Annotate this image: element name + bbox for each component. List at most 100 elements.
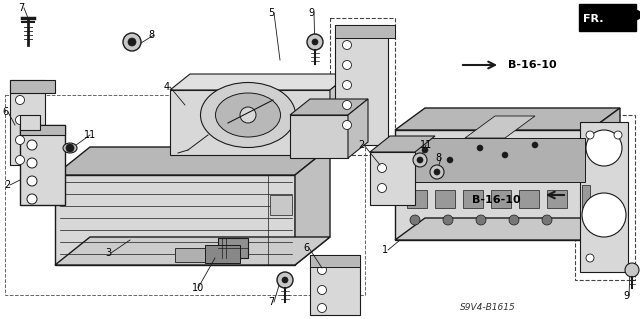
Polygon shape bbox=[395, 108, 620, 130]
Circle shape bbox=[27, 194, 37, 204]
Polygon shape bbox=[270, 195, 292, 215]
Polygon shape bbox=[218, 238, 248, 258]
Circle shape bbox=[282, 277, 288, 283]
Circle shape bbox=[625, 263, 639, 277]
Circle shape bbox=[15, 136, 24, 145]
Polygon shape bbox=[170, 74, 350, 90]
Circle shape bbox=[586, 254, 594, 262]
Polygon shape bbox=[395, 218, 620, 240]
Text: B-16-10: B-16-10 bbox=[472, 195, 520, 205]
Circle shape bbox=[27, 140, 37, 150]
Circle shape bbox=[447, 157, 453, 163]
Text: 9: 9 bbox=[308, 8, 314, 18]
Polygon shape bbox=[55, 147, 330, 175]
Polygon shape bbox=[370, 152, 415, 205]
Text: 2: 2 bbox=[358, 140, 364, 150]
Circle shape bbox=[582, 193, 626, 237]
Circle shape bbox=[15, 95, 24, 105]
Circle shape bbox=[586, 131, 594, 139]
Polygon shape bbox=[10, 80, 45, 165]
Circle shape bbox=[317, 265, 326, 275]
Circle shape bbox=[586, 130, 622, 166]
Text: 5: 5 bbox=[268, 8, 275, 18]
Polygon shape bbox=[435, 190, 455, 208]
Polygon shape bbox=[348, 99, 368, 158]
Polygon shape bbox=[55, 237, 330, 265]
Circle shape bbox=[27, 176, 37, 186]
Polygon shape bbox=[580, 122, 628, 272]
Polygon shape bbox=[205, 245, 240, 263]
Text: 7: 7 bbox=[268, 297, 275, 307]
Circle shape bbox=[317, 303, 326, 313]
Polygon shape bbox=[370, 136, 435, 152]
Text: 2: 2 bbox=[4, 180, 10, 190]
Polygon shape bbox=[582, 185, 590, 220]
Text: 1: 1 bbox=[382, 245, 388, 255]
Polygon shape bbox=[20, 125, 65, 205]
Polygon shape bbox=[170, 90, 330, 155]
Polygon shape bbox=[10, 80, 55, 93]
Polygon shape bbox=[290, 99, 368, 115]
Text: S9V4-B1615: S9V4-B1615 bbox=[460, 303, 516, 313]
Circle shape bbox=[307, 34, 323, 50]
Text: 6: 6 bbox=[303, 243, 309, 253]
Polygon shape bbox=[335, 25, 395, 38]
Polygon shape bbox=[590, 108, 620, 240]
Text: 11: 11 bbox=[420, 140, 432, 150]
Circle shape bbox=[342, 121, 351, 130]
Circle shape bbox=[434, 169, 440, 175]
Circle shape bbox=[413, 153, 427, 167]
Circle shape bbox=[430, 165, 444, 179]
Polygon shape bbox=[175, 248, 230, 262]
Text: 8: 8 bbox=[148, 30, 154, 40]
Text: B-16-10: B-16-10 bbox=[508, 60, 557, 70]
Text: 4: 4 bbox=[164, 82, 170, 92]
Polygon shape bbox=[330, 74, 350, 155]
Circle shape bbox=[422, 147, 428, 153]
Ellipse shape bbox=[200, 83, 296, 147]
Circle shape bbox=[277, 272, 293, 288]
Circle shape bbox=[378, 183, 387, 192]
Circle shape bbox=[66, 144, 74, 152]
Polygon shape bbox=[400, 138, 585, 182]
Circle shape bbox=[410, 215, 420, 225]
Polygon shape bbox=[465, 116, 535, 138]
Circle shape bbox=[342, 80, 351, 90]
Polygon shape bbox=[290, 115, 348, 158]
Circle shape bbox=[317, 286, 326, 294]
Circle shape bbox=[509, 215, 519, 225]
FancyBboxPatch shape bbox=[579, 4, 636, 31]
Polygon shape bbox=[310, 255, 360, 267]
Polygon shape bbox=[20, 125, 65, 135]
Polygon shape bbox=[310, 255, 360, 315]
Polygon shape bbox=[55, 175, 295, 265]
Circle shape bbox=[477, 145, 483, 151]
Circle shape bbox=[342, 61, 351, 70]
Circle shape bbox=[443, 215, 453, 225]
Text: 8: 8 bbox=[435, 153, 441, 163]
Polygon shape bbox=[519, 190, 539, 208]
Polygon shape bbox=[547, 190, 567, 208]
Polygon shape bbox=[407, 190, 427, 208]
Circle shape bbox=[123, 33, 141, 51]
Circle shape bbox=[532, 142, 538, 148]
Circle shape bbox=[614, 131, 622, 139]
Ellipse shape bbox=[216, 93, 280, 137]
Circle shape bbox=[240, 107, 256, 123]
Ellipse shape bbox=[63, 143, 77, 153]
Circle shape bbox=[502, 152, 508, 158]
Text: FR.: FR. bbox=[583, 14, 604, 24]
Circle shape bbox=[542, 215, 552, 225]
Circle shape bbox=[15, 155, 24, 165]
Circle shape bbox=[342, 41, 351, 49]
Text: 3: 3 bbox=[105, 248, 111, 258]
Circle shape bbox=[15, 115, 24, 124]
Circle shape bbox=[417, 157, 423, 163]
Text: 11: 11 bbox=[84, 130, 96, 140]
Polygon shape bbox=[335, 25, 388, 145]
Polygon shape bbox=[295, 147, 330, 265]
Circle shape bbox=[342, 100, 351, 109]
Polygon shape bbox=[491, 190, 511, 208]
Circle shape bbox=[312, 39, 318, 45]
Polygon shape bbox=[463, 190, 483, 208]
